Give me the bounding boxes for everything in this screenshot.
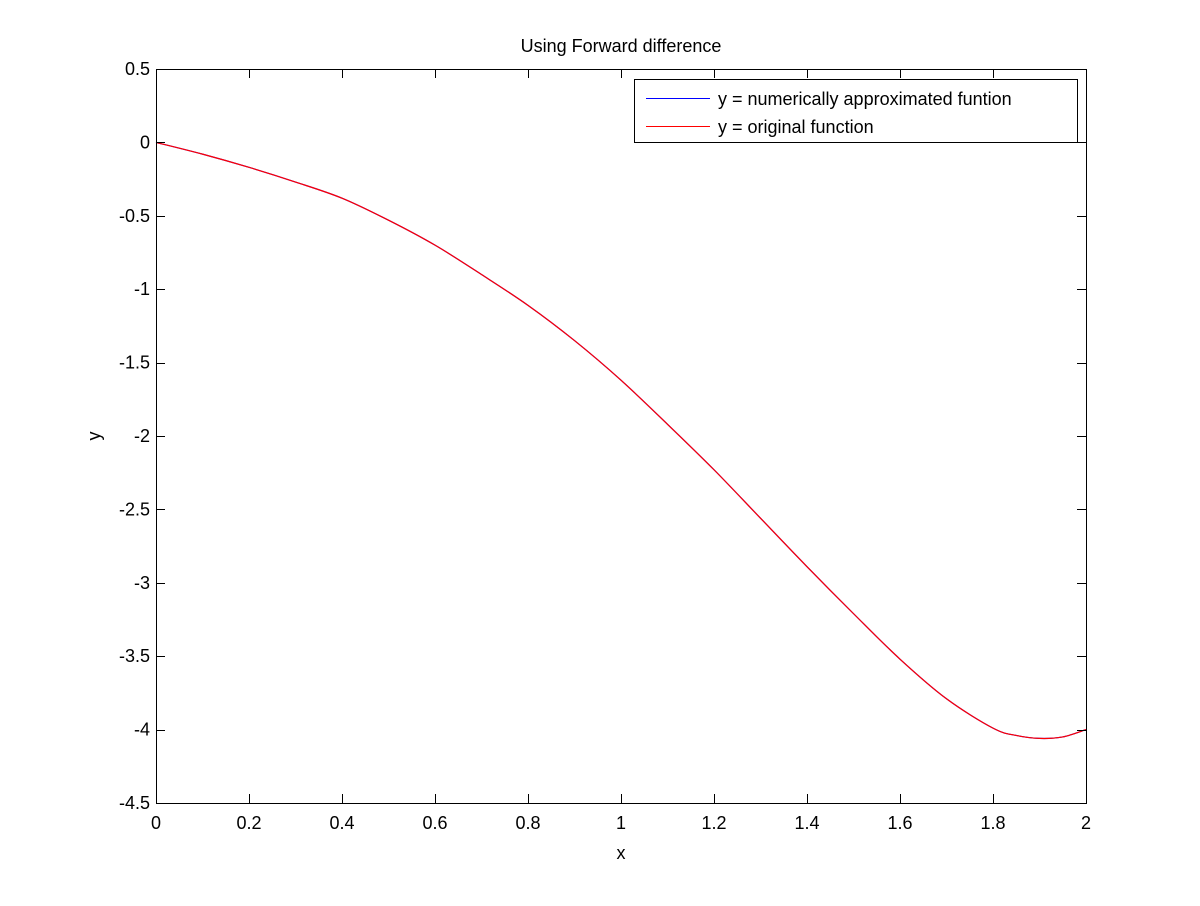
y-tick-label: -4: [134, 720, 150, 740]
series-line-1: [155, 141, 1087, 740]
legend-label-original: y = original function: [718, 117, 874, 137]
x-tick-label: 1.2: [701, 813, 726, 833]
plot-area: [156, 69, 1086, 803]
ticks-layer: 0 0.2 0.4 0.6 0.8 1 1.2 1.4 1.6 1.8 2 0.5 0 -0.5 -1 -1.…: [119, 59, 1091, 833]
x-tick-label: 0.2: [236, 813, 261, 833]
y-tick-label: -0.5: [119, 206, 150, 226]
x-tick-label: 0.8: [515, 813, 540, 833]
x-tick-label: 1: [616, 813, 626, 833]
x-tick-label: 0: [151, 813, 161, 833]
y-tick-label: -2.5: [119, 499, 150, 519]
x-tick-label: 0.4: [329, 813, 354, 833]
x-tick-label: 1.6: [887, 813, 912, 833]
y-tick-label: 0: [140, 132, 150, 152]
y-tick-label: -4.5: [119, 793, 150, 813]
series-layer: [155, 141, 1087, 740]
y-tick-label: 0.5: [125, 59, 150, 79]
legend: y = numerically approximated funtion y =…: [634, 79, 1078, 143]
y-tick-label: -3: [134, 573, 150, 593]
y-tick-label: -1.5: [119, 353, 150, 373]
x-tick-label: 1.4: [794, 813, 819, 833]
x-tick-label: 0.6: [422, 813, 447, 833]
y-tick-label: -2: [134, 426, 150, 446]
y-tick-label: -3.5: [119, 646, 150, 666]
y-tick-label: -1: [134, 279, 150, 299]
x-tick-label: 2: [1081, 813, 1091, 833]
x-axis-label: x: [617, 843, 626, 863]
legend-label-numerical: y = numerically approximated funtion: [718, 89, 1012, 109]
legend-box: [634, 79, 1078, 143]
x-tick-label: 1.8: [980, 813, 1005, 833]
chart-title: Using Forward difference: [521, 36, 722, 56]
y-axis-label: y: [84, 432, 104, 441]
